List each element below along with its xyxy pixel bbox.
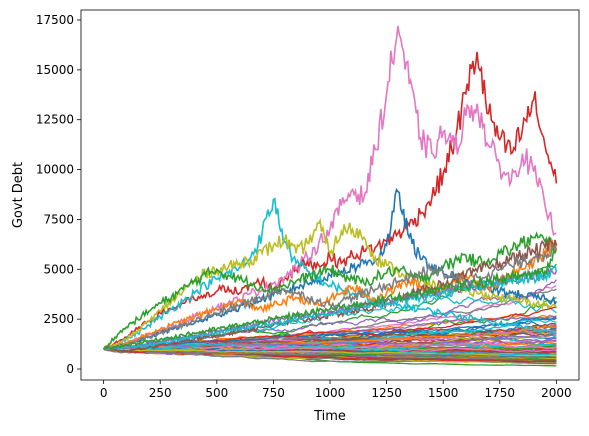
x-tick-label: 250: [149, 386, 172, 400]
y-tick-label: 10000: [36, 163, 74, 177]
y-tick-label: 17500: [36, 13, 74, 27]
background-path: [103, 342, 557, 356]
x-tick-label: 500: [205, 386, 228, 400]
background-path: [103, 348, 557, 357]
x-tick-label: 1000: [315, 386, 346, 400]
series-line-10: [103, 264, 558, 351]
y-tick-label: 5000: [43, 262, 74, 276]
series-line-4: [103, 217, 558, 350]
background-path: [103, 346, 557, 353]
x-tick-label: 750: [262, 386, 285, 400]
y-tick-label: 2500: [43, 312, 74, 326]
y-tick-label: 7500: [43, 212, 74, 226]
y-tick-label: 15000: [36, 63, 74, 77]
x-tick-label: 1250: [371, 386, 402, 400]
series-line-6: [103, 239, 558, 351]
series-line-11: [103, 248, 558, 351]
background-simulation-lines: [103, 263, 557, 367]
x-axis: 0 250 500 750 1000 1250 1500 1750 2000: [100, 380, 572, 400]
x-tick-label: 1750: [484, 386, 515, 400]
x-tick-label: 1500: [428, 386, 459, 400]
x-tick-label: 2000: [541, 386, 572, 400]
y-axis-label: Govt Debt: [11, 162, 26, 228]
y-tick-label: 0: [66, 362, 74, 376]
y-tick-label: 12500: [36, 113, 74, 127]
series-line-5: [102, 231, 558, 350]
series-line-3: [103, 197, 557, 350]
x-axis-label: Time: [313, 409, 346, 424]
y-axis: 0 2500 5000 7500 10000 12500 15000 17500: [36, 13, 81, 376]
x-tick-label: 0: [100, 386, 108, 400]
series-lines: [102, 25, 558, 353]
background-path: [103, 316, 557, 350]
